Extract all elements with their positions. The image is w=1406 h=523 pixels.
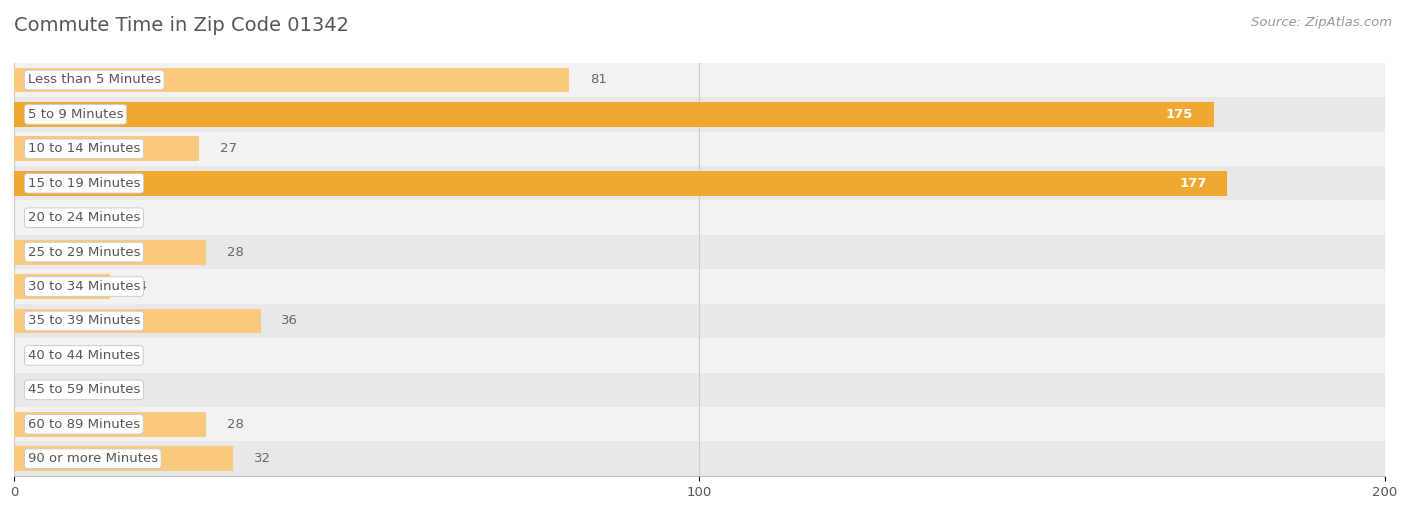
Bar: [14, 97, 1385, 132]
Text: 28: 28: [226, 418, 243, 431]
Text: 60 to 89 Minutes: 60 to 89 Minutes: [28, 418, 139, 431]
Bar: [14, 412, 207, 437]
Bar: [14, 166, 1385, 200]
Bar: [14, 372, 1385, 407]
Bar: [14, 171, 1227, 196]
Text: 40 to 44 Minutes: 40 to 44 Minutes: [28, 349, 139, 362]
Text: 27: 27: [219, 142, 236, 155]
Text: 36: 36: [281, 314, 298, 327]
Text: Less than 5 Minutes: Less than 5 Minutes: [28, 73, 160, 86]
Bar: [14, 407, 1385, 441]
Text: 175: 175: [1166, 108, 1192, 121]
Text: 14: 14: [131, 280, 148, 293]
Bar: [14, 200, 1385, 235]
Text: 25 to 29 Minutes: 25 to 29 Minutes: [28, 246, 141, 259]
Text: 45 to 59 Minutes: 45 to 59 Minutes: [28, 383, 141, 396]
Text: 90 or more Minutes: 90 or more Minutes: [28, 452, 157, 465]
Bar: [14, 441, 1385, 476]
Bar: [14, 446, 233, 471]
Text: Commute Time in Zip Code 01342: Commute Time in Zip Code 01342: [14, 16, 349, 35]
Text: 5 to 9 Minutes: 5 to 9 Minutes: [28, 108, 124, 121]
Bar: [14, 304, 1385, 338]
Text: 32: 32: [254, 452, 271, 465]
Text: 0: 0: [35, 211, 44, 224]
Text: 15 to 19 Minutes: 15 to 19 Minutes: [28, 177, 141, 190]
Bar: [14, 235, 1385, 269]
Bar: [14, 269, 1385, 304]
Bar: [14, 102, 1213, 127]
Text: 20 to 24 Minutes: 20 to 24 Minutes: [28, 211, 141, 224]
Text: 0: 0: [35, 349, 44, 362]
Bar: [14, 137, 200, 161]
Bar: [14, 309, 262, 333]
Bar: [14, 274, 110, 299]
Bar: [14, 240, 207, 265]
Text: 28: 28: [226, 246, 243, 259]
Text: Source: ZipAtlas.com: Source: ZipAtlas.com: [1251, 16, 1392, 29]
Text: 35 to 39 Minutes: 35 to 39 Minutes: [28, 314, 141, 327]
Text: 0: 0: [35, 383, 44, 396]
Text: 30 to 34 Minutes: 30 to 34 Minutes: [28, 280, 141, 293]
Text: 10 to 14 Minutes: 10 to 14 Minutes: [28, 142, 141, 155]
Text: 81: 81: [591, 73, 607, 86]
Bar: [14, 338, 1385, 372]
Bar: [14, 63, 1385, 97]
Text: 177: 177: [1180, 177, 1206, 190]
Bar: [14, 132, 1385, 166]
Bar: [14, 67, 569, 93]
